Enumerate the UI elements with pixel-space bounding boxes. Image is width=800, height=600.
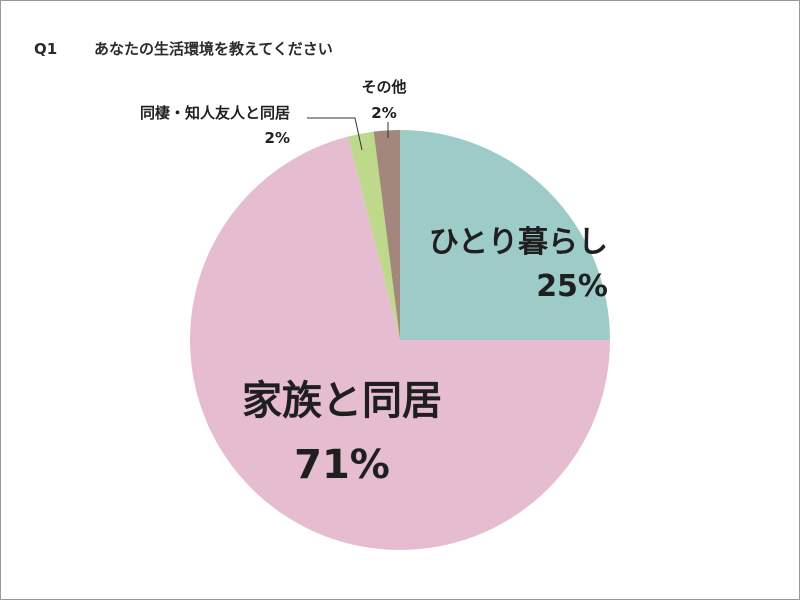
question-title: Q1 あなたの生活環境を教えてください	[34, 38, 333, 59]
slice-2	[347, 131, 400, 340]
pie-slices	[190, 130, 611, 550]
slice-label-2: 同棲・知人友人と同居	[140, 104, 290, 122]
slice-label-0: ひとり暮らし	[429, 225, 608, 260]
slice-label-1: 家族と同居	[242, 378, 442, 424]
leader-line-2	[307, 117, 363, 151]
slice-0	[400, 130, 610, 340]
slice-1	[190, 136, 611, 550]
question-text: あなたの生活環境を教えてください	[94, 40, 333, 58]
slice-value-label-1: 71%	[294, 442, 390, 488]
slice-label-3: その他	[361, 78, 406, 96]
slice-3	[373, 130, 400, 340]
slice-value-label-2: 2%	[265, 129, 290, 147]
question-number: Q1	[34, 40, 58, 58]
slice-labels: ひとり暮らし 25% 家族と同居 71% 同棲・知人友人と同居 2% その他 2%	[140, 78, 608, 488]
slice-value-label-3: 2%	[371, 104, 396, 122]
leader-lines	[307, 117, 389, 151]
slice-value-label-0: 25%	[536, 269, 608, 304]
